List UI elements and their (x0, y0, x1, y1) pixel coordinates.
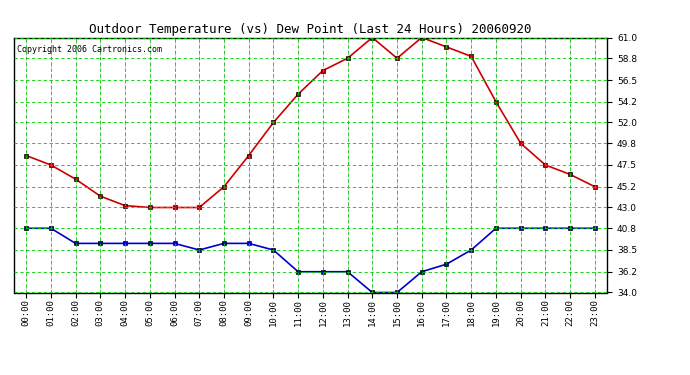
Text: Copyright 2006 Cartronics.com: Copyright 2006 Cartronics.com (17, 45, 161, 54)
Title: Outdoor Temperature (vs) Dew Point (Last 24 Hours) 20060920: Outdoor Temperature (vs) Dew Point (Last… (89, 23, 532, 36)
